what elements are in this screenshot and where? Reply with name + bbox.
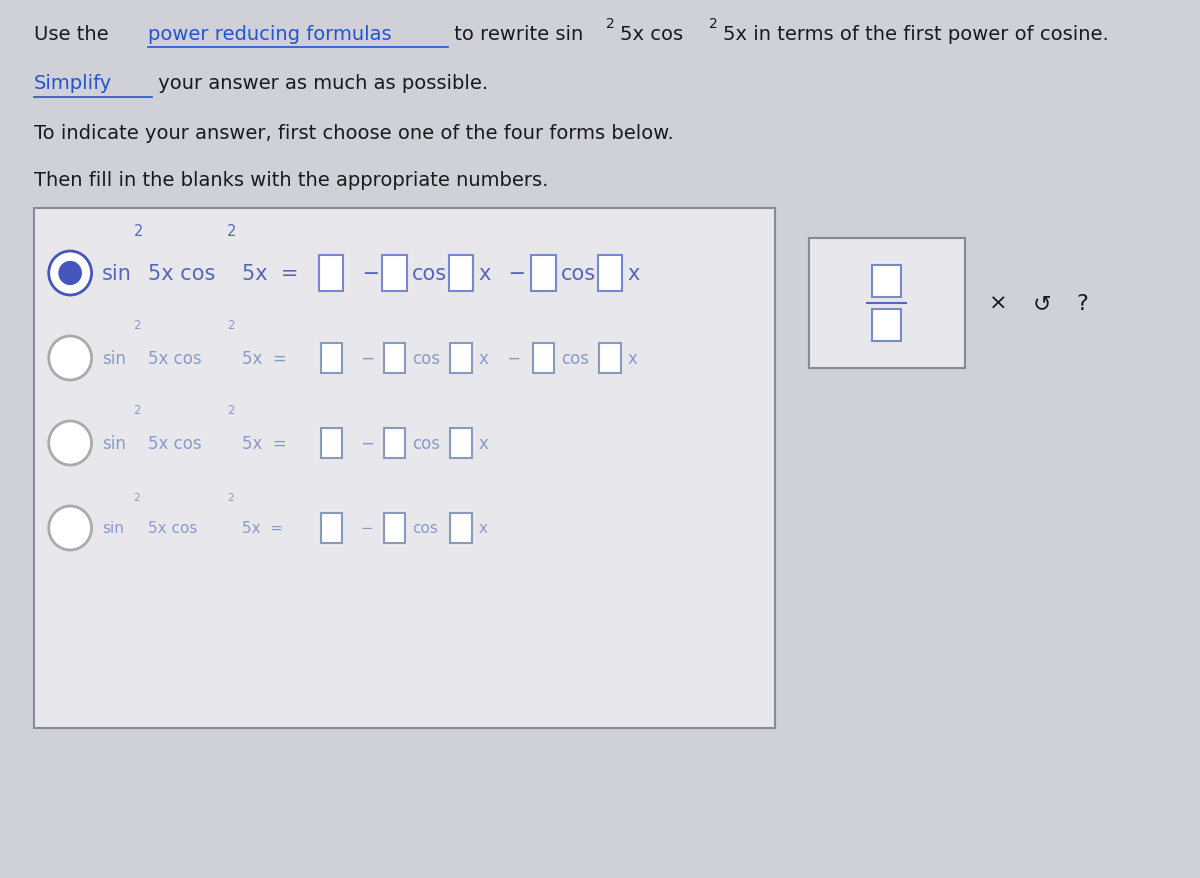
Text: x: x xyxy=(628,263,640,284)
Text: sin: sin xyxy=(102,349,126,368)
Text: x: x xyxy=(628,349,637,368)
Text: cos: cos xyxy=(412,435,440,452)
FancyBboxPatch shape xyxy=(320,514,342,543)
Text: sin: sin xyxy=(102,521,124,536)
FancyBboxPatch shape xyxy=(320,343,342,373)
Text: power reducing formulas: power reducing formulas xyxy=(148,25,391,43)
Text: ×: × xyxy=(989,293,1008,313)
Text: 2: 2 xyxy=(227,493,234,502)
FancyBboxPatch shape xyxy=(533,343,554,373)
Text: 5x  =: 5x = xyxy=(241,521,283,536)
Circle shape xyxy=(49,507,91,551)
FancyBboxPatch shape xyxy=(450,343,472,373)
Text: 5x in terms of the first power of cosine.: 5x in terms of the first power of cosine… xyxy=(722,25,1109,43)
Text: 5x cos: 5x cos xyxy=(619,25,683,43)
FancyBboxPatch shape xyxy=(450,514,472,543)
Text: Then fill in the blanks with the appropriate numbers.: Then fill in the blanks with the appropr… xyxy=(34,171,548,191)
Text: cos: cos xyxy=(562,349,589,368)
Text: cos: cos xyxy=(562,263,596,284)
FancyBboxPatch shape xyxy=(450,428,472,458)
FancyBboxPatch shape xyxy=(872,266,901,298)
FancyBboxPatch shape xyxy=(319,255,343,291)
Text: 5x  =: 5x = xyxy=(241,263,298,284)
Text: cos: cos xyxy=(412,263,448,284)
Text: 5x cos: 5x cos xyxy=(148,349,202,368)
Text: 5x  =: 5x = xyxy=(241,435,287,452)
Text: −: − xyxy=(355,263,379,284)
Text: x: x xyxy=(479,349,488,368)
Circle shape xyxy=(49,421,91,465)
Text: 2: 2 xyxy=(709,17,718,31)
Text: −: − xyxy=(502,263,526,284)
Text: −: − xyxy=(355,349,374,368)
Text: x: x xyxy=(479,521,487,536)
FancyBboxPatch shape xyxy=(449,255,473,291)
Text: x: x xyxy=(479,263,491,284)
FancyBboxPatch shape xyxy=(320,428,342,458)
FancyBboxPatch shape xyxy=(599,343,620,373)
Text: ?: ? xyxy=(1076,293,1088,313)
Text: 2: 2 xyxy=(133,493,140,502)
Circle shape xyxy=(59,262,82,285)
Text: to rewrite sin: to rewrite sin xyxy=(448,25,583,43)
Text: 5x  =: 5x = xyxy=(241,349,287,368)
Text: sin: sin xyxy=(102,263,132,284)
Text: −: − xyxy=(355,521,373,536)
FancyBboxPatch shape xyxy=(872,310,901,342)
Text: 2: 2 xyxy=(133,319,140,332)
Circle shape xyxy=(49,336,91,380)
Text: 2: 2 xyxy=(227,224,236,239)
Text: 2: 2 xyxy=(133,224,143,239)
FancyBboxPatch shape xyxy=(34,209,774,728)
FancyBboxPatch shape xyxy=(384,343,406,373)
FancyBboxPatch shape xyxy=(809,239,965,369)
Text: 5x cos: 5x cos xyxy=(148,435,202,452)
FancyBboxPatch shape xyxy=(532,255,556,291)
Text: cos: cos xyxy=(412,521,438,536)
Circle shape xyxy=(49,252,91,296)
Text: 2: 2 xyxy=(227,319,234,332)
Text: your answer as much as possible.: your answer as much as possible. xyxy=(152,75,488,93)
Text: 5x cos: 5x cos xyxy=(148,263,216,284)
Text: 5x cos: 5x cos xyxy=(148,521,198,536)
Text: Use the: Use the xyxy=(34,25,115,43)
Text: ↺: ↺ xyxy=(1033,293,1051,313)
Text: −: − xyxy=(355,435,374,452)
FancyBboxPatch shape xyxy=(383,255,407,291)
Text: Simplify: Simplify xyxy=(34,75,113,93)
Text: 2: 2 xyxy=(133,403,140,416)
FancyBboxPatch shape xyxy=(384,514,406,543)
FancyBboxPatch shape xyxy=(384,428,406,458)
FancyBboxPatch shape xyxy=(598,255,622,291)
Text: −: − xyxy=(502,349,521,368)
Text: x: x xyxy=(479,435,488,452)
Text: To indicate your answer, first choose one of the four forms below.: To indicate your answer, first choose on… xyxy=(34,125,674,143)
Text: 2: 2 xyxy=(606,17,614,31)
Text: cos: cos xyxy=(412,349,440,368)
Text: 2: 2 xyxy=(227,403,234,416)
Text: sin: sin xyxy=(102,435,126,452)
